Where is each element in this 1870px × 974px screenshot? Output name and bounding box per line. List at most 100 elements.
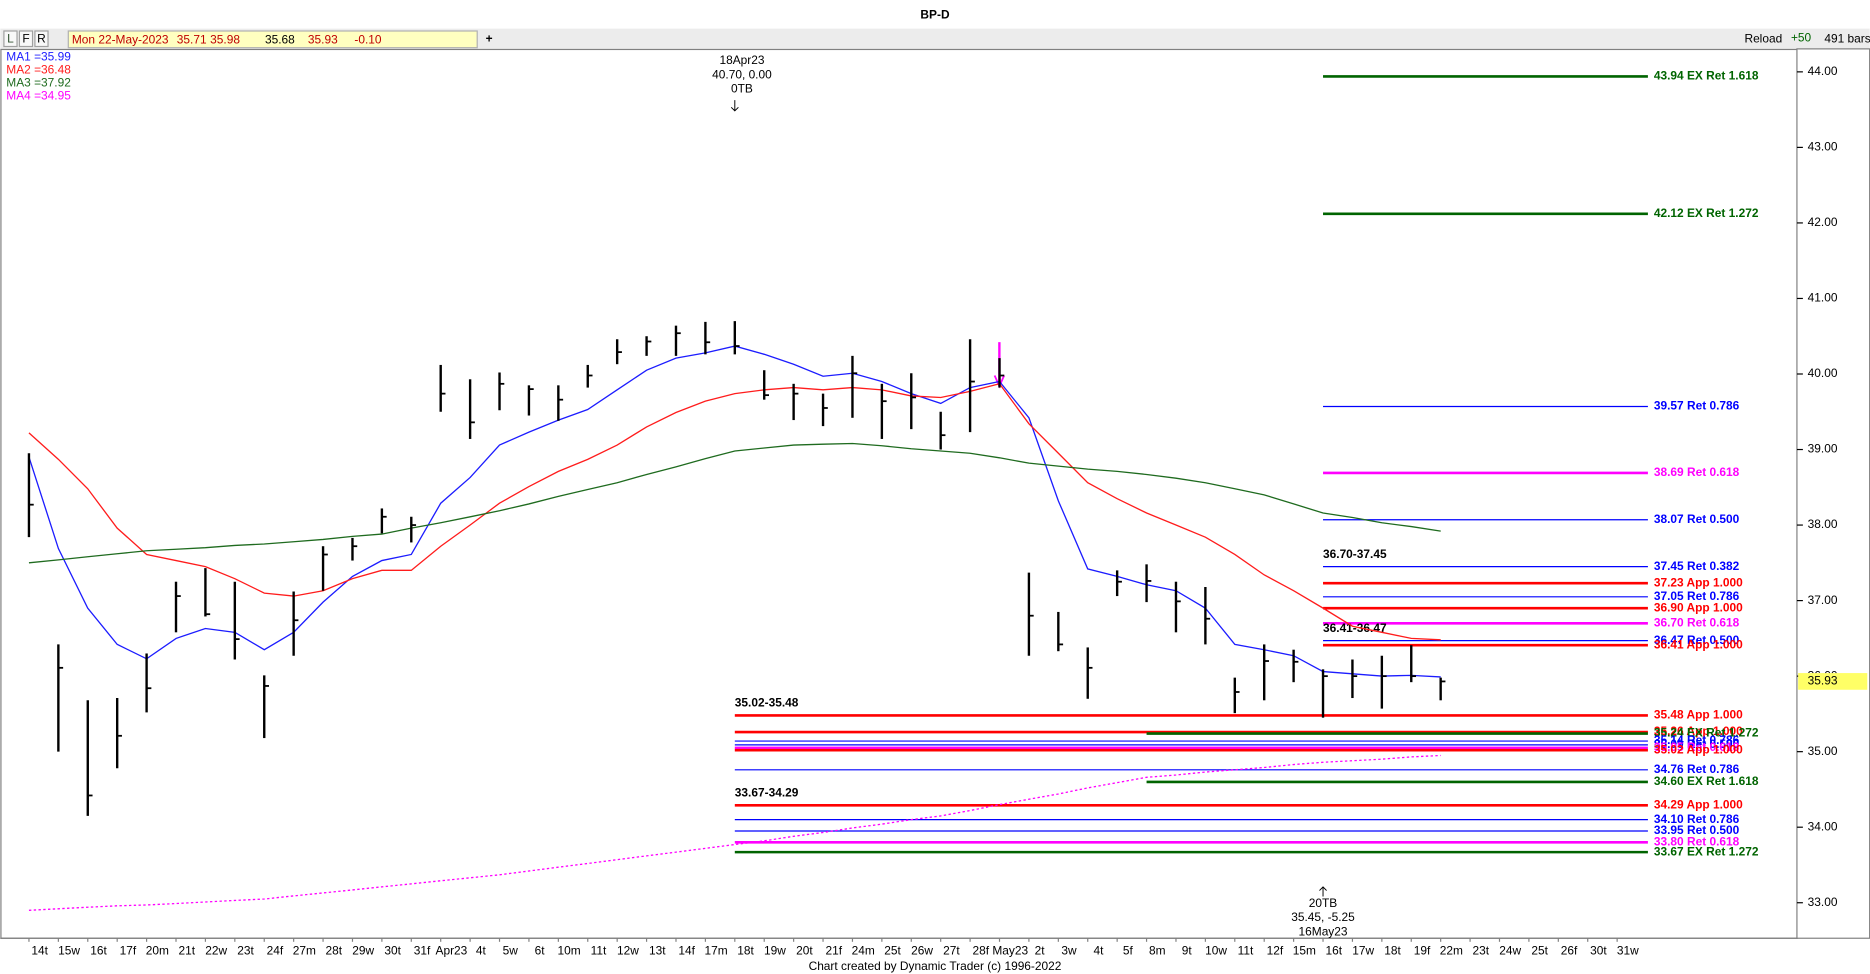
moving-average	[28, 754, 1441, 911]
y-tick-label: 37.00	[1808, 593, 1838, 607]
x-tick-label: 30t	[1590, 944, 1607, 958]
y-tick-label: 42.00	[1808, 215, 1838, 229]
zone-label: 36.41-36.47	[1323, 621, 1387, 635]
quote-box	[67, 30, 478, 49]
zone-label: 36.70-37.45	[1323, 547, 1387, 561]
fib-label: 35.09 Ret 0.500	[1654, 737, 1740, 751]
annotation-text: 35.45, -5.25	[1291, 910, 1355, 924]
x-tick-label: 10w	[1205, 944, 1227, 958]
x-tick-label: 26f	[1561, 944, 1578, 958]
y-tick-label: 38.00	[1808, 517, 1838, 531]
x-tick-label: 24f	[267, 944, 284, 958]
annotation-text: 16May23	[1299, 924, 1348, 938]
legend-entry: MA1 =35.99	[6, 49, 71, 63]
step-button[interactable]: +50	[1791, 30, 1812, 44]
reload-button[interactable]: Reload	[1744, 31, 1782, 45]
fib-label: 34.10 Ret 0.786	[1654, 812, 1740, 826]
x-tick-label: 28t	[326, 944, 343, 958]
fib-label: 35.02 App 1.000	[1654, 742, 1743, 756]
last-price-label: 35.93	[1808, 674, 1838, 688]
x-tick-label: 10m	[557, 944, 580, 958]
fib-label: 43.94 EX Ret 1.618	[1654, 69, 1759, 83]
annotation-text: 18Apr23	[719, 53, 764, 67]
x-tick-label: 19f	[1414, 944, 1431, 958]
fib-label: 35.05 Ret 0.618	[1654, 740, 1740, 754]
last-price-box	[1798, 673, 1868, 690]
quote-field: 35.93	[308, 33, 338, 47]
fib-label: 42.12 EX Ret 1.272	[1654, 206, 1759, 220]
x-tick-label: 18t	[737, 944, 754, 958]
toolbar-button[interactable]	[3, 30, 18, 48]
fib-label: 37.45 Ret 0.382	[1654, 559, 1740, 573]
toolbar-button-label[interactable]: F	[22, 31, 29, 45]
moving-average	[28, 383, 1441, 641]
x-tick-label: 5w	[503, 944, 519, 958]
zone-label: 33.67-34.29	[735, 786, 799, 800]
x-tick-label: 25t	[1531, 944, 1548, 958]
x-tick-label: 11t	[591, 944, 607, 958]
add-button[interactable]: +	[486, 31, 493, 45]
x-tick-label: 15w	[58, 944, 80, 958]
legend-entry: MA3 =37.92	[6, 76, 71, 90]
x-tick-label: 22w	[205, 944, 227, 958]
x-tick-label: 16t	[1325, 944, 1342, 958]
y-tick-label: 41.00	[1808, 291, 1838, 305]
fib-label: 36.47 Ret 0.500	[1654, 633, 1740, 647]
quote-field: -0.10	[354, 33, 382, 47]
y-tick-label: 34.00	[1808, 819, 1838, 833]
y-tick-label: 44.00	[1808, 64, 1838, 78]
x-tick-label: 23t	[1473, 944, 1490, 958]
x-tick-label: 24m	[852, 944, 875, 958]
toolbar-button-label[interactable]: R	[37, 31, 46, 45]
toolbar-button[interactable]	[18, 30, 34, 48]
annotation-text: 0TB	[731, 82, 753, 96]
x-tick-label: 24w	[1499, 944, 1521, 958]
x-tick-label: Apr23	[436, 944, 468, 958]
x-tick-label: 6t	[535, 944, 546, 958]
x-tick-label: 27m	[293, 944, 316, 958]
toolbar-button-label[interactable]: L	[7, 31, 14, 45]
x-tick-label: 27t	[943, 944, 960, 958]
fib-label: 35.48 App 1.000	[1654, 708, 1743, 722]
x-tick-label: 17m	[705, 944, 728, 958]
fib-label: 36.41 App 1.000	[1654, 637, 1743, 651]
legend-entry: MA4 =34.95	[6, 89, 71, 103]
quote-field: 35.71	[177, 33, 207, 47]
fib-label: 35.24 EX Ret 1.272	[1654, 726, 1759, 740]
x-tick-label: 31f	[414, 944, 431, 958]
fib-label: 37.23 App 1.000	[1654, 575, 1743, 589]
fib-label: 35.14 Ret 0.786	[1654, 733, 1740, 747]
x-tick-label: 13t	[649, 944, 666, 958]
quote-field: 35.68	[265, 33, 295, 47]
x-tick-label: 9t	[1182, 944, 1193, 958]
x-tick-label: May23	[992, 944, 1028, 958]
annotation-arrow	[730, 100, 739, 112]
x-tick-label: 21f	[825, 944, 842, 958]
x-tick-label: 3w	[1061, 944, 1077, 958]
x-tick-label: 23t	[237, 944, 254, 958]
x-tick-label: 16t	[90, 944, 107, 958]
zone-label: 35.02-35.48	[735, 696, 799, 710]
x-tick-label: 14t	[31, 944, 48, 958]
x-tick-label: 14f	[678, 944, 695, 958]
y-tick-label: 40.00	[1808, 366, 1838, 380]
x-tick-label: 12w	[617, 944, 639, 958]
toolbar-button[interactable]	[34, 30, 49, 48]
x-tick-label: 8m	[1149, 944, 1166, 958]
price-axis	[1796, 48, 1870, 939]
y-tick-label: 39.00	[1808, 442, 1838, 456]
x-tick-label: 4t	[1094, 944, 1105, 958]
x-tick-label: 12f	[1267, 944, 1284, 958]
x-tick-label: 31w	[1617, 944, 1639, 958]
bar-count: 491 bars	[1824, 31, 1870, 45]
fib-label: 33.80 Ret 0.618	[1654, 834, 1740, 848]
x-tick-label: 5f	[1123, 944, 1134, 958]
x-tick-label: 11t	[1238, 944, 1254, 958]
annotation-arrow	[1319, 886, 1327, 897]
quote-field: Mon 22-May-2023	[72, 33, 169, 47]
moving-average	[28, 442, 1441, 564]
y-tick-label: 35.00	[1808, 744, 1838, 758]
x-tick-label: 17f	[120, 944, 137, 958]
